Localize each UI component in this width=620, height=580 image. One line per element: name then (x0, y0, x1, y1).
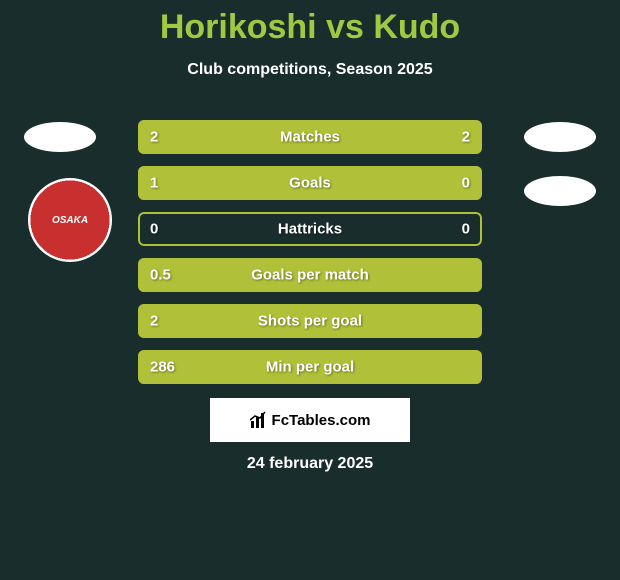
stat-row: 286 Min per goal (138, 350, 482, 384)
stat-value-right: 2 (462, 129, 470, 146)
stat-row: 2 Shots per goal (138, 304, 482, 338)
branding-text: FcTables.com (272, 412, 371, 429)
stat-value-left: 286 (150, 359, 175, 376)
player-right-badge-2 (524, 176, 596, 206)
page-title: Horikoshi vs Kudo (0, 0, 620, 47)
subtitle: Club competitions, Season 2025 (0, 61, 620, 79)
stat-value-right: 0 (462, 175, 470, 192)
stat-row: 1 0 Goals (138, 166, 482, 200)
date-text: 24 february 2025 (247, 455, 373, 473)
stat-row: 0.5 Goals per match (138, 258, 482, 292)
stat-label: Matches (280, 129, 340, 146)
stat-label: Goals (289, 175, 331, 192)
stat-value-left: 2 (150, 313, 158, 330)
stat-row: 0 0 Hattricks (138, 212, 482, 246)
stat-bar-left (138, 166, 406, 200)
player-left-club-badge: OSAKA (28, 178, 112, 262)
club-badge-text: OSAKA (52, 215, 88, 226)
stat-label: Min per goal (266, 359, 354, 376)
branding-box[interactable]: FcTables.com (210, 398, 410, 442)
stat-value-right: 0 (462, 221, 470, 238)
stats-container: 2 2 Matches 1 0 Goals 0 0 Hattricks 0.5 Goals per … (138, 120, 482, 396)
stat-value-left: 2 (150, 129, 158, 146)
player-right-badge-1 (524, 122, 596, 152)
player-left-badge-1 (24, 122, 96, 152)
stat-label: Goals per match (251, 267, 369, 284)
stat-bar-right (406, 166, 482, 200)
stat-label: Shots per goal (258, 313, 362, 330)
stat-value-left: 0 (150, 221, 158, 238)
stat-value-left: 1 (150, 175, 158, 192)
stat-value-left: 0.5 (150, 267, 171, 284)
stat-label: Hattricks (278, 221, 342, 238)
chart-icon (250, 411, 268, 429)
stat-row: 2 2 Matches (138, 120, 482, 154)
